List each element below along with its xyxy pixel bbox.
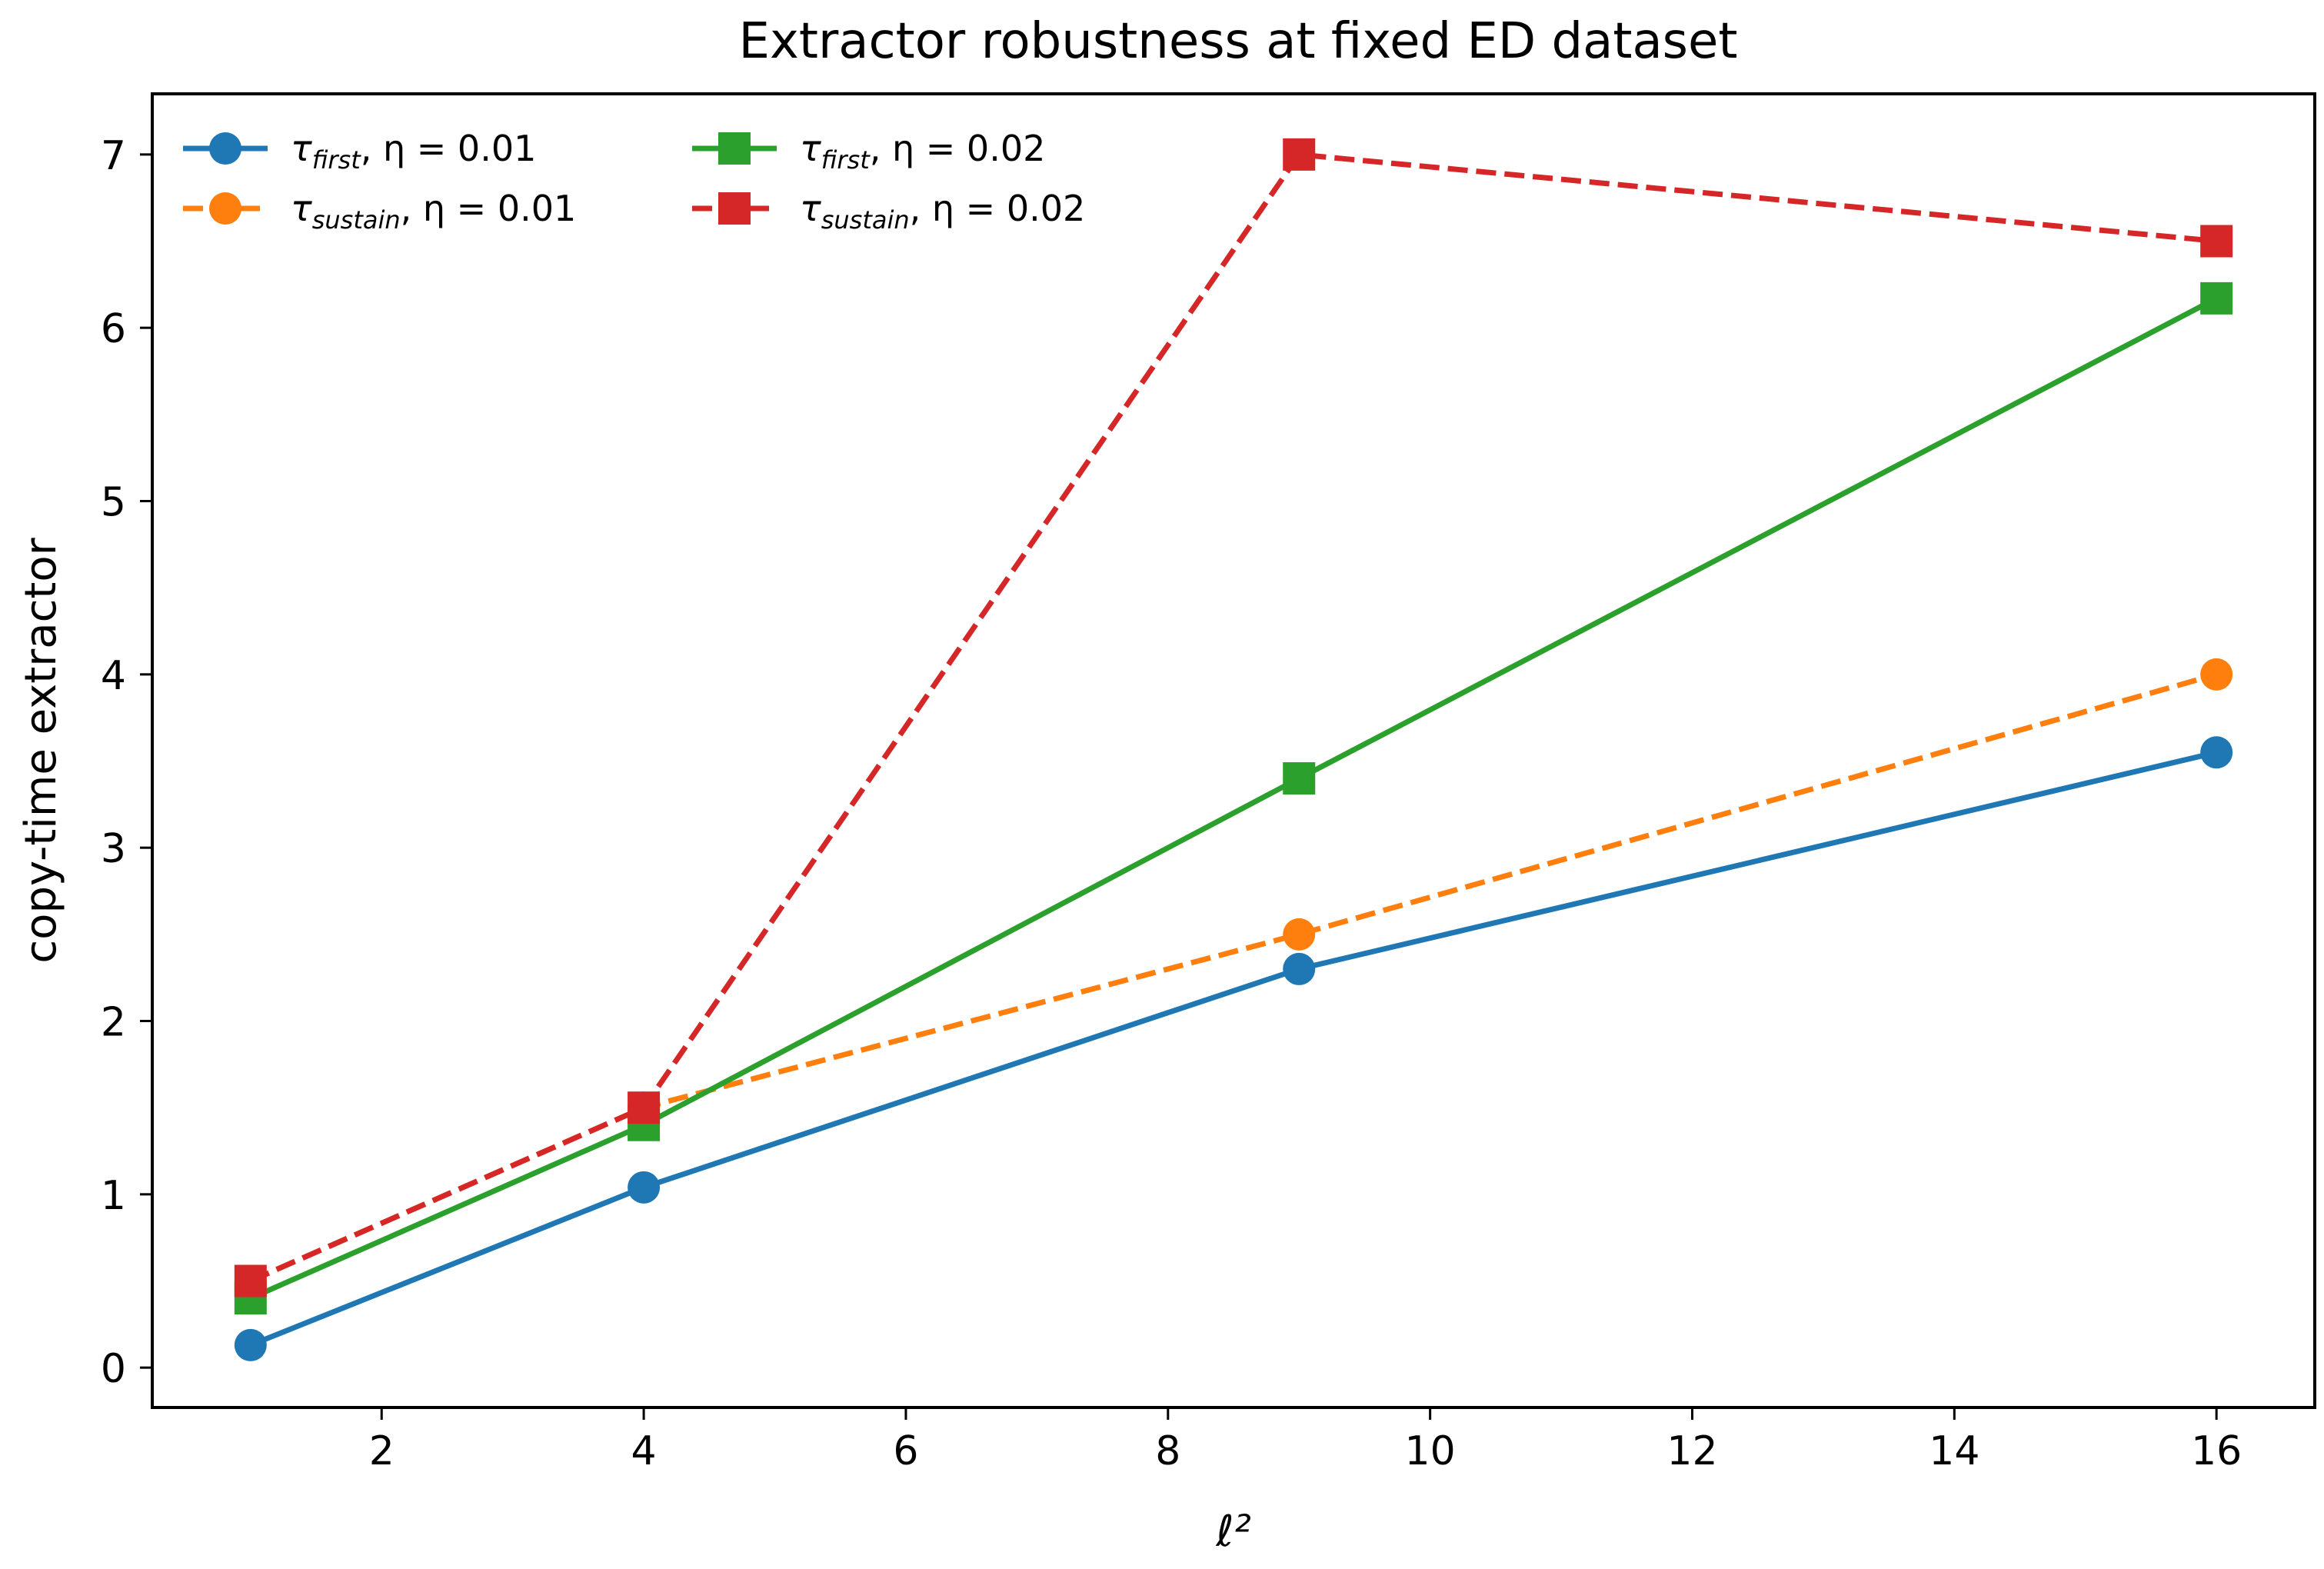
plot-marks: [234, 138, 2233, 1361]
data-point: [628, 1091, 661, 1124]
y-axis-label: copy-time extractor: [16, 537, 66, 963]
data-point: [2200, 736, 2233, 769]
legend: τfirst, η = 0.01 τsustain, η = 0.01 τfirst…: [183, 128, 1085, 235]
series-line: [249, 152, 2217, 1284]
series-3: [234, 138, 2233, 1298]
legend-marker: [718, 132, 751, 165]
data-point: [234, 1264, 267, 1298]
x-tick-label: 10: [1405, 1428, 1456, 1474]
y-tick-label: 7: [101, 133, 126, 179]
y-tick-label: 6: [101, 306, 126, 352]
y-tick-label: 1: [101, 1173, 126, 1219]
x-tick-label: 12: [1666, 1428, 1717, 1474]
y-tick-label: 3: [101, 826, 126, 872]
data-point: [1283, 952, 1316, 985]
x-tick-label: 6: [893, 1428, 918, 1474]
legend-marker: [718, 192, 751, 225]
chart-title: Extractor robustness at fixed ED dataset: [739, 13, 1738, 70]
x-tick-label: 2: [369, 1428, 395, 1474]
series-line: [249, 295, 2218, 1301]
legend-entry: τfirst, η = 0.01: [183, 128, 536, 175]
series-line: [249, 749, 2218, 1348]
x-axis-label: ℓ²: [1215, 1507, 1251, 1557]
legend-entry: τsustain, η = 0.01: [183, 188, 576, 235]
plot-frame: [151, 92, 2316, 1409]
legend-entry: τsustain, η = 0.02: [692, 188, 1085, 235]
y-tick-label: 0: [101, 1346, 126, 1392]
legend-label: τfirst, η = 0.02: [800, 128, 1045, 175]
y-tick-label: 2: [101, 1000, 126, 1046]
x-tick-label: 4: [631, 1428, 657, 1474]
data-point: [1283, 138, 1316, 171]
legend-marker: [209, 132, 241, 165]
x-tick-label: 14: [1929, 1428, 1979, 1474]
y-tick-label: 4: [101, 653, 126, 699]
x-tick-label: 16: [2191, 1428, 2242, 1474]
legend-label: τfirst, η = 0.01: [291, 128, 536, 175]
legend-label: τsustain, η = 0.01: [291, 188, 576, 235]
y-tick-label: 5: [101, 480, 126, 526]
legend-marker: [209, 192, 241, 225]
legend-label: τsustain, η = 0.02: [800, 188, 1085, 235]
x-tick-label: 8: [1155, 1428, 1180, 1474]
data-point: [628, 1171, 661, 1204]
legend-entry: τfirst, η = 0.02: [692, 128, 1045, 175]
data-point: [1283, 762, 1316, 795]
data-point: [2200, 225, 2233, 258]
data-point: [2200, 658, 2233, 691]
data-point: [2200, 281, 2233, 315]
series-0: [234, 736, 2233, 1361]
data-point: [1283, 918, 1316, 951]
data-point: [234, 1328, 267, 1361]
